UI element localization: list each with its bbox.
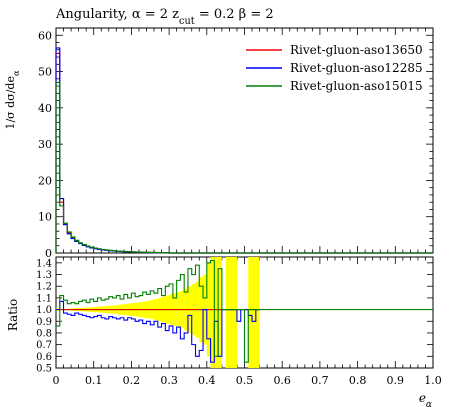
legend: Rivet-gluon-aso13650 Rivet-gluon-aso12285… (246, 43, 423, 93)
y-tick-label: 20 (38, 174, 52, 187)
x-tick-label: 0.7 (311, 374, 329, 387)
y-axis-label: 1/σ dσ/deα (4, 70, 21, 130)
main-panel: 0 10 20 30 40 50 60 (38, 27, 434, 260)
x-tick-label: 0.9 (387, 374, 405, 387)
ratio-axis-label: Ratio (6, 299, 20, 331)
ratio-tick-label: 1.4 (36, 258, 52, 269)
uncertainty-band (214, 257, 219, 368)
ratio-tick-label: 1.3 (36, 270, 52, 281)
uncertainty-band (210, 257, 215, 368)
x-axis-label: eα (419, 391, 432, 407)
uncertainty-band (233, 257, 237, 368)
uncertainty-band (248, 257, 253, 368)
x-tick-label: 1.0 (424, 374, 442, 387)
x-tick-label: 0.2 (123, 374, 141, 387)
uncertainty-band (225, 257, 230, 368)
legend-label: Rivet-gluon-aso15015 (290, 79, 423, 93)
x-tick-label: 0.4 (198, 374, 216, 387)
x-tick-label: 0.6 (273, 374, 291, 387)
uncertainty-band (229, 257, 234, 368)
legend-label: Rivet-gluon-aso12285 (290, 61, 423, 75)
ratio-tick-label: 0.9 (36, 317, 52, 328)
ratio-tick-label: 0.6 (36, 352, 52, 363)
y-tick-label: 60 (38, 29, 52, 42)
ratio-panel: 0 0.1 0.2 0.3 0.4 0.5 0.6 0.7 0.8 0.9 1.00.50.60.7… (36, 256, 442, 387)
y-tick-label: 40 (38, 102, 52, 115)
x-tick-label: 0.5 (236, 374, 254, 387)
y-tick-label: 10 (38, 211, 52, 224)
x-tick-label: 0.3 (160, 374, 178, 387)
ratio-series-line (56, 259, 260, 363)
ratio-tick-label: 1.1 (36, 293, 52, 304)
ratio-tick-label: 1.2 (36, 282, 52, 293)
x-tick-label: 0 (53, 374, 60, 387)
ratio-tick-label: 1.0 (36, 305, 52, 316)
y-tick-label: 0 (45, 247, 52, 260)
y-tick-label: 50 (38, 66, 52, 79)
chart-title: Angularity, α = 2 zcut = 0.2 β = 2 (55, 7, 274, 27)
series-line (55, 81, 433, 254)
x-tick-label: 0.1 (85, 374, 103, 387)
y-tick-label: 30 (38, 138, 52, 151)
uncertainty-band (252, 257, 256, 368)
ratio-tick-label: 0.7 (36, 340, 52, 351)
uncertainty-band (255, 257, 260, 368)
legend-label: Rivet-gluon-aso13650 (290, 43, 423, 57)
uncertainty-band (218, 257, 222, 368)
ratio-tick-label: 0.5 (36, 364, 52, 375)
ratio-tick-label: 0.8 (36, 328, 52, 339)
x-tick-label: 0.8 (349, 374, 367, 387)
